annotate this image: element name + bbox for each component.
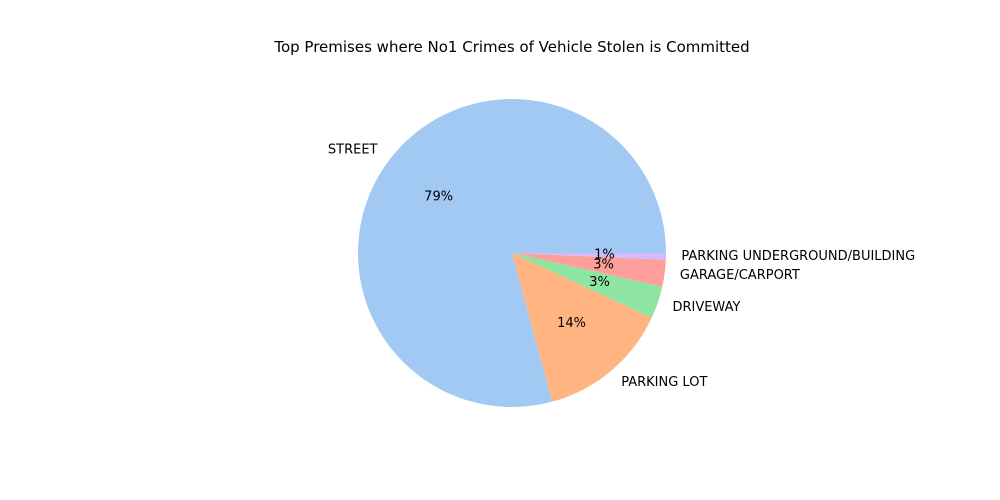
chart-title: Top Premises where No1 Crimes of Vehicle… [273,38,749,56]
slice-label-street: STREET [328,143,378,158]
pie-slice-street [358,98,666,407]
slice-label-garage-carport: GARAGE/CARPORT [680,268,800,283]
slice-percent-garage-carport: 3% [593,258,614,273]
slice-label-parking-lot: PARKING LOT [621,375,707,390]
pie-slice-parking-lot [512,253,652,402]
pie-slices [358,98,666,407]
slice-label-driveway: DRIVEWAY [672,300,740,315]
slice-percent-parking-underground-building: 1% [594,248,615,263]
slice-percent-parking-lot: 14% [557,316,586,331]
pie-slice-garage-carport [512,253,666,287]
pie-slice-driveway [512,253,663,318]
pie-labels: STREET 79% PARKING LOT 14% DRIVEWAY 3% GARAGE/… [328,143,915,390]
pie-slice-parking-underground-building [512,253,666,260]
slice-percent-street: 79% [424,189,453,204]
slice-label-parking-underground-building: PARKING UNDERGROUND/BUILDING [681,249,915,264]
slice-percent-driveway: 3% [589,275,610,290]
